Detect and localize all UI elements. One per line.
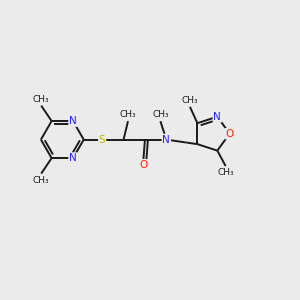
Text: CH₃: CH₃ [182, 96, 198, 105]
Text: CH₃: CH₃ [33, 94, 50, 103]
Text: S: S [99, 135, 106, 145]
Text: O: O [226, 129, 234, 139]
Text: N: N [69, 153, 77, 163]
Text: CH₃: CH₃ [120, 110, 136, 119]
Text: N: N [69, 116, 77, 126]
Text: CH₃: CH₃ [217, 168, 234, 177]
Text: CH₃: CH₃ [33, 176, 50, 184]
Text: N: N [214, 112, 221, 122]
Text: CH₃: CH₃ [152, 110, 169, 119]
Text: N: N [163, 135, 170, 145]
Text: O: O [139, 160, 148, 170]
